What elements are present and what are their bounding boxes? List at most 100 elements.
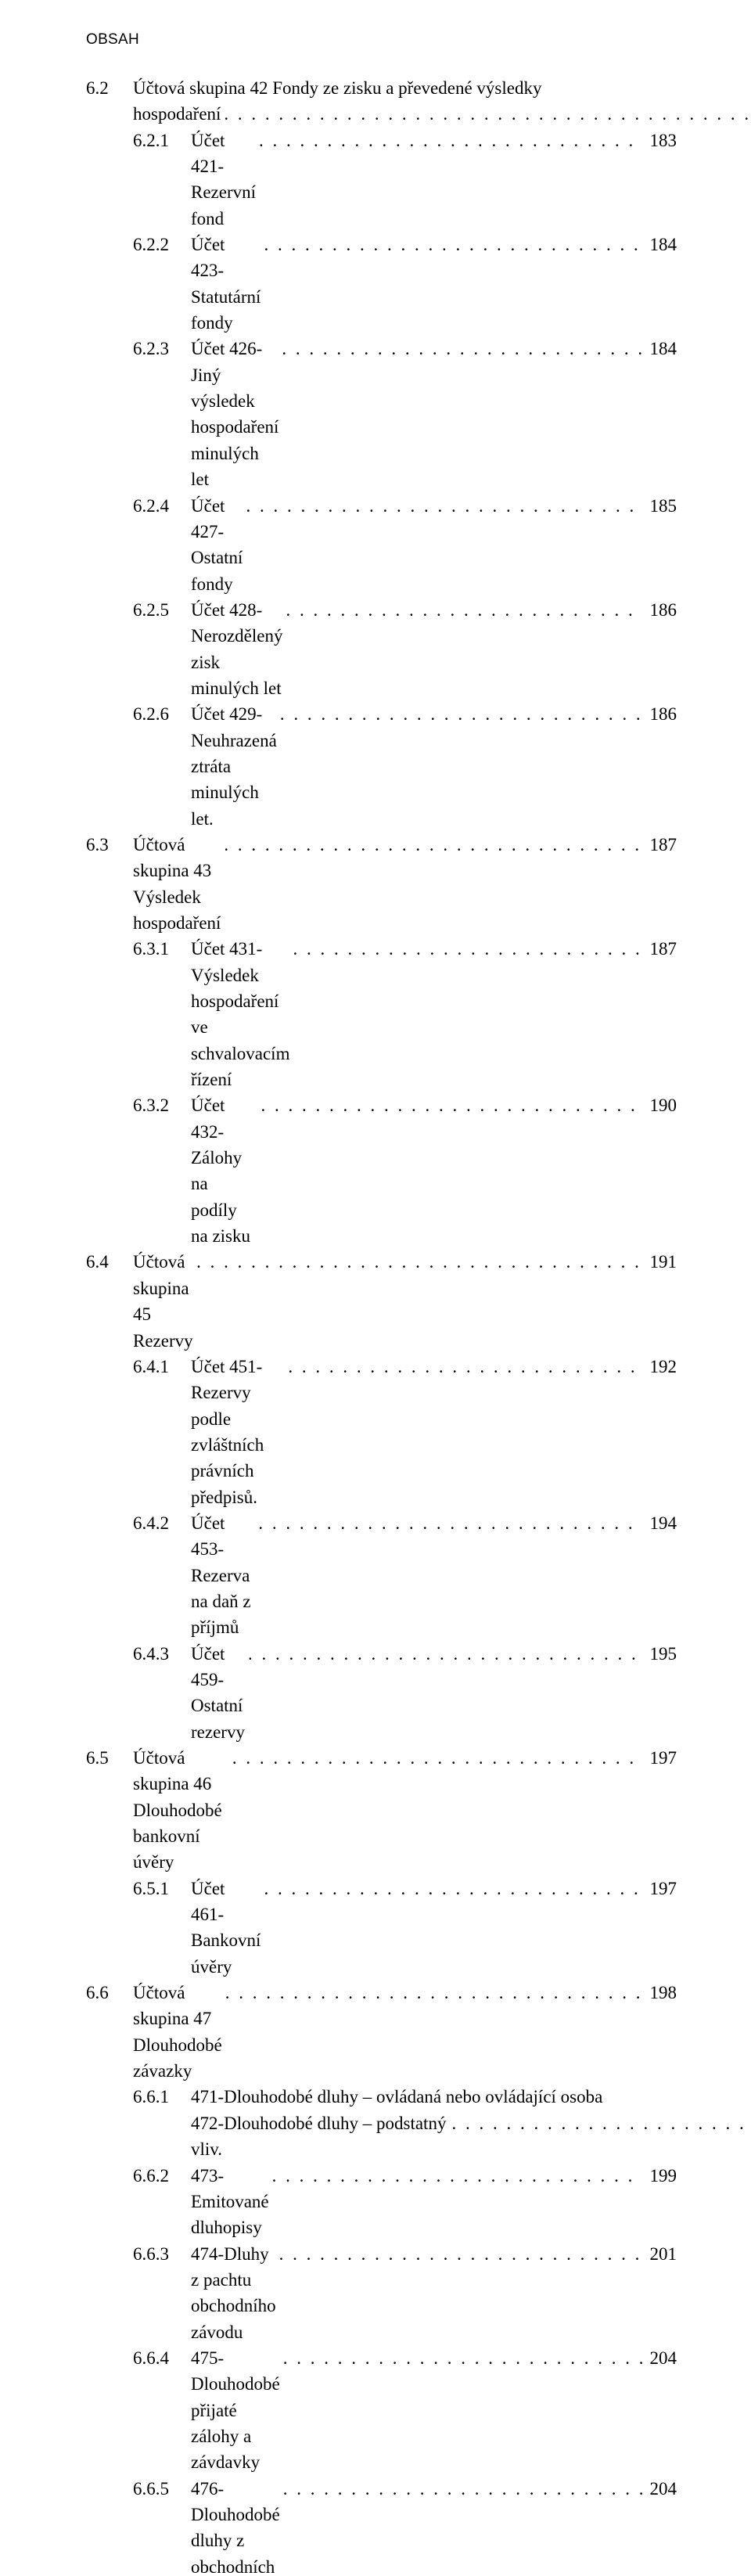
leader-dots: . . . . . . . . . . . . . . . . . . . . …: [248, 1641, 642, 1667]
toc-number: 6.6.4: [133, 2345, 183, 2371]
toc-number: 6.5: [86, 1745, 125, 1771]
leader-dots: . . . . . . . . . . . . . . . . . . . . …: [452, 2110, 751, 2136]
toc-number: 6.2.5: [133, 597, 183, 623]
leader-dots: . . . . . . . . . . . . . . . . . . . . …: [225, 1980, 642, 2006]
toc-title: 475-Dlouhodobé přijaté zálohy a závdavky: [191, 2345, 280, 2476]
toc-number: 6.2.6: [133, 701, 183, 727]
toc-number: 6.2.2: [133, 232, 183, 257]
leader-dots: . . . . . . . . . . . . . . . . . . . . …: [283, 2476, 642, 2502]
toc-title: Účet 426-Jiný výsledek hospodaření minul…: [191, 336, 278, 492]
toc-page: 194: [650, 1510, 677, 1536]
toc-number: 6.6: [86, 1980, 125, 2006]
toc-row: 6.3 Účtová skupina 43 Výsledek hospodařen…: [86, 832, 677, 936]
leader-dots: . . . . . . . . . . . . . . . . . . . . …: [232, 1745, 642, 1771]
toc-page: 195: [650, 1641, 677, 1667]
toc-page: 186: [650, 597, 677, 623]
toc-title: Účet 421-Rezervní fond: [191, 128, 256, 232]
toc-page: 187: [650, 936, 677, 962]
toc-row: 6.6.4 475-Dlouhodobé přijaté zálohy a záv…: [86, 2345, 677, 2476]
leader-dots: . . . . . . . . . . . . . . . . . . . . …: [286, 597, 642, 623]
toc-title: Účtová skupina 47 Dlouhodobé závazky: [133, 1980, 222, 2084]
toc-page: 197: [650, 1745, 677, 1771]
leader-dots: . . . . . . . . . . . . . . . . . . . . …: [272, 2163, 642, 2189]
toc-row: 6.3.1Účet 431-Výsledek hospodaření ve sc…: [86, 936, 677, 1092]
toc-row: 6.6.5476-Dlouhodobé dluhy z obchodních v…: [86, 2476, 677, 2576]
toc-row: 6.2.4 Účet 427-Ostatní fondy. . . . . . .…: [86, 493, 677, 597]
leader-dots: . . . . . . . . . . . . . . . . . . . . …: [282, 336, 641, 362]
toc-page: 192: [650, 1354, 677, 1380]
toc-row: 6.6 Účtová skupina 47 Dlouhodobé závazky.…: [86, 1980, 677, 2084]
leader-dots: . . . . . . . . . . . . . . . . . . . . …: [279, 2241, 642, 2267]
toc-title: Účtová skupina 45 Rezervy: [133, 1249, 193, 1353]
toc-title: Účet 459-Ostatní rezervy: [191, 1641, 245, 1745]
toc-title: 474-Dluhy z pachtu obchodního závodu: [191, 2241, 276, 2345]
leader-dots: . . . . . . . . . . . . . . . . . . . . …: [259, 128, 641, 153]
toc-row: 6.4.3 Účet 459-Ostatní rezervy. . . . . .…: [86, 1641, 677, 1745]
toc-title: Účet 429-Neuhrazená ztráta minulých let.: [191, 701, 277, 832]
toc-number: 6.4.1: [133, 1354, 183, 1380]
toc-page: 187: [650, 832, 677, 858]
toc-title: Účet 451-Rezervy podle zvláštních právní…: [191, 1354, 285, 1510]
leader-dots: . . . . . . . . . . . . . . . . . . . . …: [293, 936, 641, 962]
toc-row: 6.3.2 Účet 432-Zálohy na podíly na zisku.…: [86, 1092, 677, 1249]
toc-title: Účet 431-Výsledek hospodaření ve schvalo…: [191, 936, 289, 1092]
toc-row: 6.2Účtová skupina 42 Fondy ze zisku a př…: [86, 75, 677, 128]
toc-page: 199: [650, 2163, 677, 2189]
toc-number: 6.2: [86, 75, 125, 101]
running-head: OBSAH: [86, 31, 677, 49]
toc-row: 6.6.1471-Dlouhodobé dluhy – ovládaná neb…: [86, 2084, 677, 2162]
toc-title: Účet 423-Statutární fondy: [191, 232, 261, 336]
toc-number: 6.3: [86, 832, 125, 858]
toc-title: Účet 453-Rezerva na daň z příjmů: [191, 1510, 255, 1641]
toc-row: 6.5 Účtová skupina 46 Dlouhodobé bankovní…: [86, 1745, 677, 1876]
toc-page: 201: [650, 2241, 677, 2267]
toc-title: Účtová skupina 46 Dlouhodobé bankovní úv…: [133, 1745, 229, 1876]
toc-number: 6.2.4: [133, 493, 183, 519]
toc-row: 6.2.5Účet 428-Nerozdělený zisk minulých …: [86, 597, 677, 701]
toc-number: 6.4.3: [133, 1641, 183, 1667]
toc-page: 183: [650, 128, 677, 153]
toc-page: 190: [650, 1092, 677, 1118]
toc-row: 6.4.1 Účet 451-Rezervy podle zvláštních p…: [86, 1354, 677, 1510]
toc-page: 204: [650, 2345, 677, 2371]
toc-number: 6.6.1: [133, 2084, 183, 2110]
leader-dots: . . . . . . . . . . . . . . . . . . . . …: [224, 832, 641, 858]
toc-row: 6.2.3 Účet 426-Jiný výsledek hospodaření …: [86, 336, 677, 492]
leader-dots: . . . . . . . . . . . . . . . . . . . . …: [288, 1354, 641, 1380]
toc-page: 186: [650, 701, 677, 727]
toc-number: 6.2.1: [133, 128, 183, 153]
toc-page: 185: [650, 493, 677, 519]
toc-number: 6.4: [86, 1249, 125, 1275]
toc-page: 204: [650, 2476, 677, 2502]
toc-number: 6.4.2: [133, 1510, 183, 1536]
toc-number: 6.6.2: [133, 2163, 183, 2189]
toc-title: 471-Dlouhodobé dluhy – ovládaná nebo ovl…: [191, 2084, 751, 2110]
leader-dots: . . . . . . . . . . . . . . . . . . . . …: [283, 2345, 642, 2371]
toc-row: 6.5.1 Účet 461-Bankovní úvěry. . . . . . …: [86, 1876, 677, 1980]
toc-title: Účet 461-Bankovní úvěry: [191, 1876, 261, 1980]
toc-number: 6.3.2: [133, 1092, 183, 1118]
leader-dots: . . . . . . . . . . . . . . . . . . . . …: [264, 232, 641, 257]
toc-title: Účet 432-Zálohy na podíly na zisku: [191, 1092, 257, 1249]
leader-dots: . . . . . . . . . . . . . . . . . . . . …: [261, 1092, 641, 1118]
toc-row: 6.6.2 473-Emitované dluhopisy. . . . . . …: [86, 2163, 677, 2241]
leader-dots: . . . . . . . . . . . . . . . . . . . . …: [280, 701, 642, 727]
toc-row: 6.2.2 Účet 423-Statutární fondy. . . . . …: [86, 232, 677, 336]
toc-title: hospodaření: [133, 101, 221, 127]
toc-number: 6.2.3: [133, 336, 183, 362]
toc-title: Účtová skupina 42 Fondy ze zisku a převe…: [133, 75, 751, 101]
toc-row: 6.2.1 Účet 421-Rezervní fond. . . . . . .…: [86, 128, 677, 232]
toc-title: 472-Dlouhodobé dluhy – podstatný vliv.: [191, 2110, 449, 2163]
toc-title: Účtová skupina 43 Výsledek hospodaření: [133, 832, 221, 936]
toc-number: 6.5.1: [133, 1876, 183, 1901]
leader-dots: . . . . . . . . . . . . . . . . . . . . …: [264, 1876, 641, 1901]
toc-title: 473-Emitované dluhopisy: [191, 2163, 269, 2241]
leader-dots: . . . . . . . . . . . . . . . . . . . . …: [246, 493, 641, 519]
leader-dots: . . . . . . . . . . . . . . . . . . . . …: [196, 1249, 641, 1275]
leader-dots: . . . . . . . . . . . . . . . . . . . . …: [224, 101, 751, 127]
toc-row: 6.4.2Účet 453-Rezerva na daň z příjmů. .…: [86, 1510, 677, 1641]
toc-page: 198: [650, 1980, 677, 2006]
toc-title: Účet 427-Ostatní fondy: [191, 493, 243, 597]
toc-number: 6.6.3: [133, 2241, 183, 2267]
toc-block-6: 6.2Účtová skupina 42 Fondy ze zisku a př…: [86, 75, 677, 2576]
